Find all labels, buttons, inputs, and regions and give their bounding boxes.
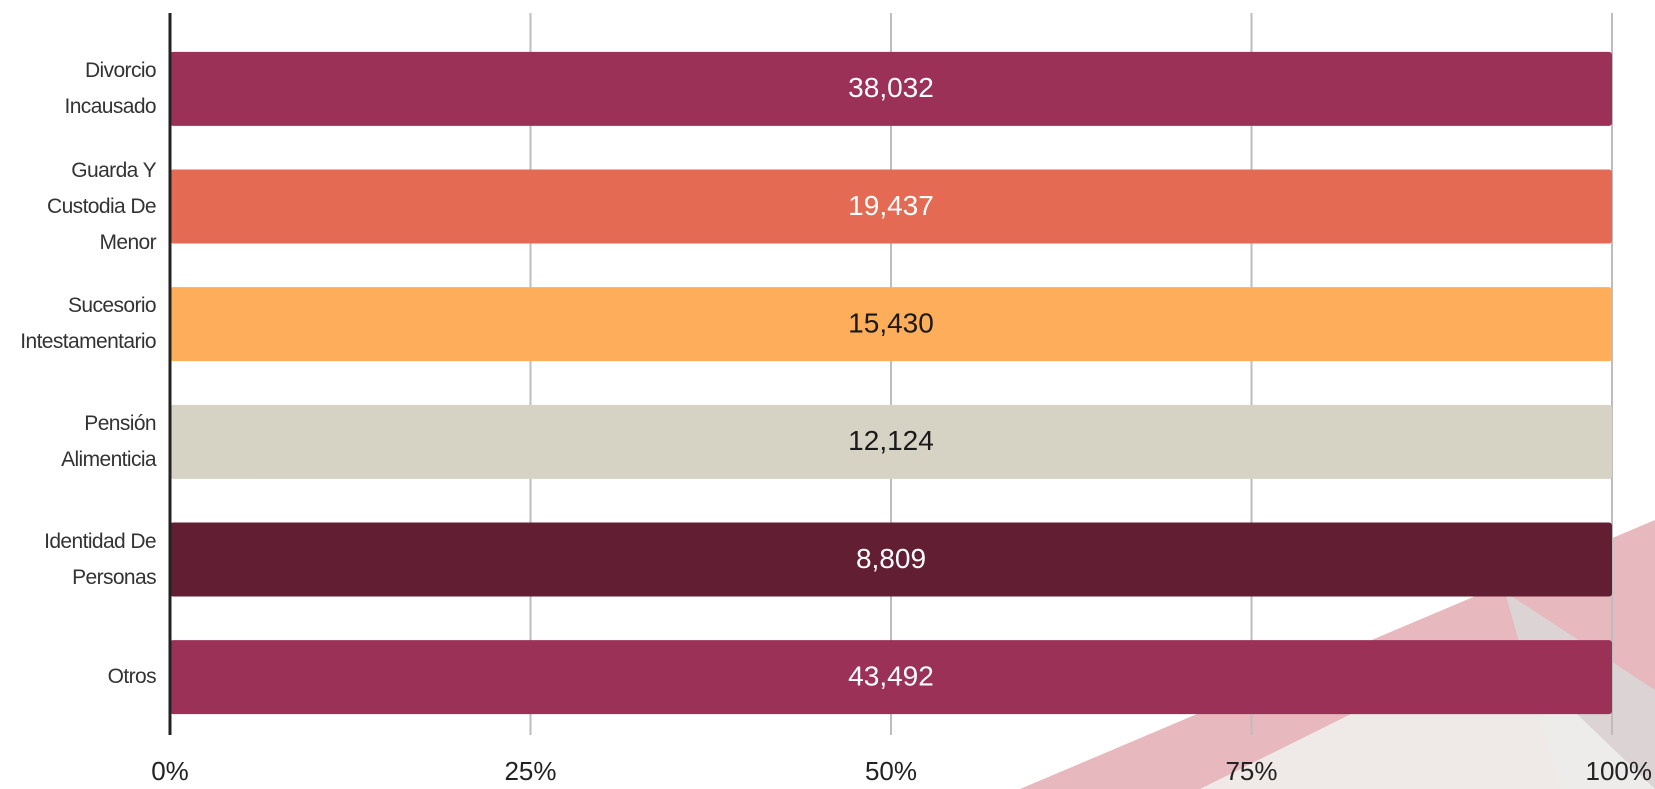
x-tick-label: 75% — [1225, 756, 1277, 786]
data-label: 12,124 — [848, 425, 934, 456]
y-tick-label: Identidad De Personas — [4, 524, 156, 596]
chart: 0% 25% 50% 75% 100% 38,032 19,437 15,430 12,124 8… — [0, 0, 1655, 789]
data-label: 8,809 — [856, 543, 926, 574]
data-label: 19,437 — [848, 190, 934, 221]
x-tick-label: 100% — [1586, 756, 1653, 786]
data-label: 15,430 — [848, 308, 934, 339]
data-label: 38,032 — [848, 72, 934, 103]
y-tick-label: Divorcio Incausado — [4, 53, 156, 125]
y-tick-label: Guarda Y Custodia De Menor — [4, 153, 156, 261]
y-tick-label: Pensión Alimenticia — [4, 406, 156, 478]
page: 0% 25% 50% 75% 100% 38,032 19,437 15,430 12,124 8… — [0, 0, 1655, 789]
x-tick-label: 25% — [504, 756, 556, 786]
y-tick-label: Otros — [4, 659, 156, 695]
x-tick-label: 0% — [151, 756, 189, 786]
y-tick-label: Sucesorio Intestamentario — [4, 288, 156, 360]
x-tick-label: 50% — [865, 756, 917, 786]
data-label: 43,492 — [848, 661, 934, 692]
